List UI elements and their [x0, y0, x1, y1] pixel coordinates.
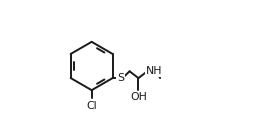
Text: OH: OH — [130, 91, 147, 102]
Text: Cl: Cl — [86, 101, 97, 111]
Text: NH: NH — [146, 66, 163, 76]
Text: S: S — [117, 73, 124, 83]
